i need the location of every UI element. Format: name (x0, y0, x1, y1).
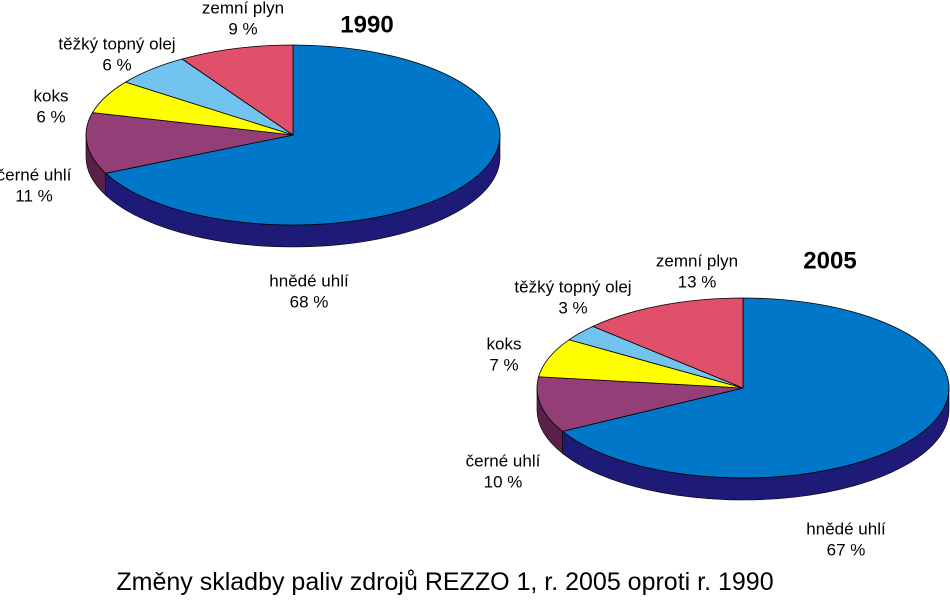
slice-value-koks: 6 % (36, 107, 65, 126)
slice-value-hnede-uhli: 67 % (827, 540, 866, 559)
slice-label-koks: koks (34, 86, 69, 105)
slice-value-cerne-uhli: 11 % (15, 186, 53, 205)
chart-title: 2005 (803, 247, 856, 274)
chart-title: 1990 (340, 11, 393, 38)
slice-value-zemni-plyn: 9 % (228, 19, 257, 38)
pie-slice-zemni-plyn (591, 297, 744, 389)
pie-slice-hnede-uhli (104, 44, 501, 226)
slice-value-hnede-uhli: 68 % (290, 292, 329, 311)
slice-label-tezky-topny-olej: těžký topný olej (58, 34, 175, 53)
slice-value-tezky-topny-olej: 6 % (102, 55, 131, 74)
slice-value-cerne-uhli: 10 % (484, 472, 523, 491)
slice-value-koks: 7 % (489, 355, 518, 374)
pie-slice-zemni-plyn (181, 44, 294, 136)
slice-label-cerne-uhli: černé uhlí (466, 451, 541, 470)
pie-slice-cerne-uhli (85, 112, 294, 174)
pie-chart-2005: 2005 hnědé uhlí 67 % černé uhlí 10 % koks 7 % t… (466, 247, 950, 559)
slice-value-zemni-plyn: 13 % (678, 272, 717, 291)
pie-slice-cerne-uhli (536, 376, 744, 432)
slice-label-hnede-uhli: hnědé uhlí (269, 271, 349, 290)
pie-chart-1990: 1990 hnědé uhlí 68 % černé uhlí 11 % koks 6 % t… (0, 0, 501, 311)
slice-label-tezky-topny-olej: těžký topný olej (514, 277, 631, 296)
figure-caption: Změny skladby paliv zdrojů REZZO 1, r. 2… (116, 568, 774, 596)
pie-slice-hnede-uhli (561, 297, 950, 479)
slice-label-zemni-plyn: zemní plyn (656, 251, 738, 270)
slice-label-koks: koks (487, 334, 522, 353)
slice-label-cerne-uhli: černé uhlí (0, 165, 72, 184)
slice-label-zemni-plyn: zemní plyn (202, 0, 284, 17)
slice-value-tezky-topny-olej: 3 % (558, 298, 587, 317)
slice-label-hnede-uhli: hnědé uhlí (806, 519, 886, 538)
